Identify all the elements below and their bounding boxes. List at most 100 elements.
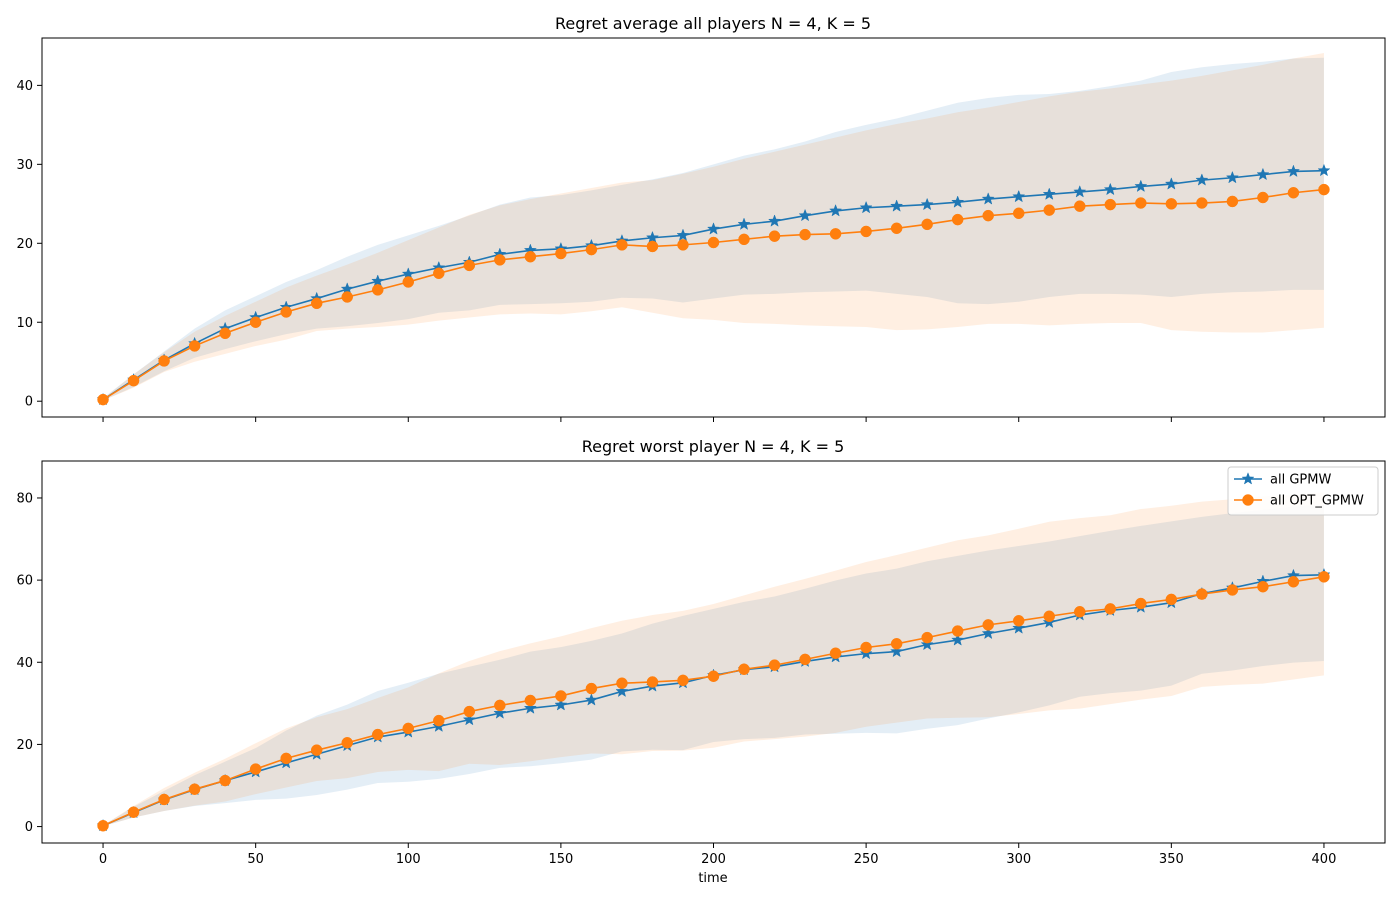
data-point-all-opt-gpmw	[464, 706, 475, 717]
data-point-all-opt-gpmw	[861, 642, 872, 653]
data-point-all-opt-gpmw	[311, 298, 322, 309]
data-point-all-opt-gpmw	[861, 226, 872, 237]
data-point-all-opt-gpmw	[189, 784, 200, 795]
data-point-all-opt-gpmw	[769, 660, 780, 671]
data-point-all-opt-gpmw	[311, 745, 322, 756]
data-point-all-opt-gpmw	[1227, 584, 1238, 595]
data-point-all-opt-gpmw	[1135, 598, 1146, 609]
y-tick-label: 0	[25, 820, 33, 835]
chart-title: Regret average all players N = 4, K = 5	[555, 14, 871, 33]
data-point-all-opt-gpmw	[1318, 571, 1329, 582]
data-point-all-opt-gpmw	[342, 291, 353, 302]
data-point-all-opt-gpmw	[922, 219, 933, 230]
panel-worst-player-regret: Regret worst player N = 4, K = 5 time 0 5…	[16, 437, 1385, 886]
x-tick-label: 300	[1006, 852, 1031, 867]
data-point-all-opt-gpmw	[433, 268, 444, 279]
data-point-all-opt-gpmw	[1257, 192, 1268, 203]
data-point-all-opt-gpmw	[372, 729, 383, 740]
data-point-all-opt-gpmw	[1105, 603, 1116, 614]
data-point-all-opt-gpmw	[891, 638, 902, 649]
y-tick-label: 60	[16, 574, 33, 589]
confidence-band-all-opt-gpmw	[103, 492, 1324, 826]
data-point-all-opt-gpmw	[494, 700, 505, 711]
data-point-all-opt-gpmw	[1105, 199, 1116, 210]
chart-title: Regret worst player N = 4, K = 5	[582, 437, 845, 456]
data-point-all-opt-gpmw	[159, 794, 170, 805]
x-tick-label: 250	[854, 852, 879, 867]
data-point-all-opt-gpmw	[189, 340, 200, 351]
data-point-all-opt-gpmw	[952, 214, 963, 225]
data-point-all-opt-gpmw	[372, 284, 383, 295]
data-point-all-opt-gpmw	[983, 210, 994, 221]
y-tick-label: 0	[25, 395, 33, 410]
data-point-all-opt-gpmw	[769, 231, 780, 242]
data-point-all-opt-gpmw	[281, 306, 292, 317]
data-point-all-opt-gpmw	[525, 251, 536, 262]
data-point-all-opt-gpmw	[220, 775, 231, 786]
data-point-all-opt-gpmw	[403, 276, 414, 287]
y-tick-label: 80	[16, 491, 33, 506]
data-point-all-opt-gpmw	[677, 239, 688, 250]
x-tick-label: 0	[99, 852, 107, 867]
data-point-all-opt-gpmw	[586, 244, 597, 255]
data-point-all-opt-gpmw	[1135, 198, 1146, 209]
data-point-all-opt-gpmw	[1074, 201, 1085, 212]
x-axis-label: time	[698, 871, 727, 886]
data-point-all-opt-gpmw	[525, 695, 536, 706]
data-point-all-opt-gpmw	[1257, 581, 1268, 592]
x-tick-label: 100	[396, 852, 421, 867]
data-point-all-opt-gpmw	[464, 260, 475, 271]
x-tick-label: 150	[548, 852, 573, 867]
data-point-all-opt-gpmw	[800, 229, 811, 240]
data-point-all-opt-gpmw	[128, 375, 139, 386]
data-point-all-opt-gpmw	[98, 820, 109, 831]
data-point-all-opt-gpmw	[1074, 606, 1085, 617]
data-point-all-opt-gpmw	[281, 753, 292, 764]
data-point-all-opt-gpmw	[1013, 208, 1024, 219]
x-tick-label: 400	[1312, 852, 1337, 867]
y-tick-label: 20	[16, 738, 33, 753]
data-point-all-opt-gpmw	[250, 764, 261, 775]
data-point-all-opt-gpmw	[922, 632, 933, 643]
data-point-all-opt-gpmw	[555, 248, 566, 259]
data-point-all-opt-gpmw	[403, 723, 414, 734]
data-point-all-opt-gpmw	[1044, 611, 1055, 622]
x-tick-label: 200	[701, 852, 726, 867]
data-point-all-opt-gpmw	[159, 355, 170, 366]
y-tick-label: 40	[16, 79, 33, 94]
data-point-all-opt-gpmw	[739, 234, 750, 245]
data-point-all-opt-gpmw	[250, 317, 261, 328]
data-point-all-opt-gpmw	[1013, 615, 1024, 626]
data-point-all-opt-gpmw	[708, 671, 719, 682]
data-point-all-opt-gpmw	[1288, 576, 1299, 587]
data-point-all-opt-gpmw	[1166, 594, 1177, 605]
y-tick-label: 10	[16, 316, 33, 331]
data-point-all-opt-gpmw	[342, 737, 353, 748]
data-point-all-opt-gpmw	[708, 237, 719, 248]
data-point-all-opt-gpmw	[952, 626, 963, 637]
x-tick-label: 50	[247, 852, 264, 867]
data-point-all-opt-gpmw	[677, 675, 688, 686]
data-point-all-opt-gpmw	[555, 690, 566, 701]
data-point-all-opt-gpmw	[800, 654, 811, 665]
data-point-all-opt-gpmw	[647, 241, 658, 252]
data-point-all-opt-gpmw	[616, 239, 627, 250]
data-point-all-opt-gpmw	[1196, 198, 1207, 209]
data-point-all-opt-gpmw	[98, 394, 109, 405]
y-tick-label: 20	[16, 237, 33, 252]
data-point-all-opt-gpmw	[739, 664, 750, 675]
data-point-all-opt-gpmw	[830, 648, 841, 659]
y-tick-label: 40	[16, 656, 33, 671]
data-point-all-opt-gpmw	[891, 223, 902, 234]
data-point-all-opt-gpmw	[433, 715, 444, 726]
panel-average-regret: Regret average all players N = 4, K = 5 …	[16, 14, 1385, 422]
data-point-all-opt-gpmw	[128, 807, 139, 818]
data-point-all-opt-gpmw	[983, 619, 994, 630]
data-point-all-opt-gpmw	[494, 254, 505, 265]
data-point-all-opt-gpmw	[1227, 196, 1238, 207]
y-tick-label: 30	[16, 158, 33, 173]
data-point-all-opt-gpmw	[1166, 198, 1177, 209]
data-point-all-opt-gpmw	[1288, 187, 1299, 198]
data-point-all-opt-gpmw	[586, 683, 597, 694]
legend-entry-label: all GPMW	[1270, 473, 1331, 488]
